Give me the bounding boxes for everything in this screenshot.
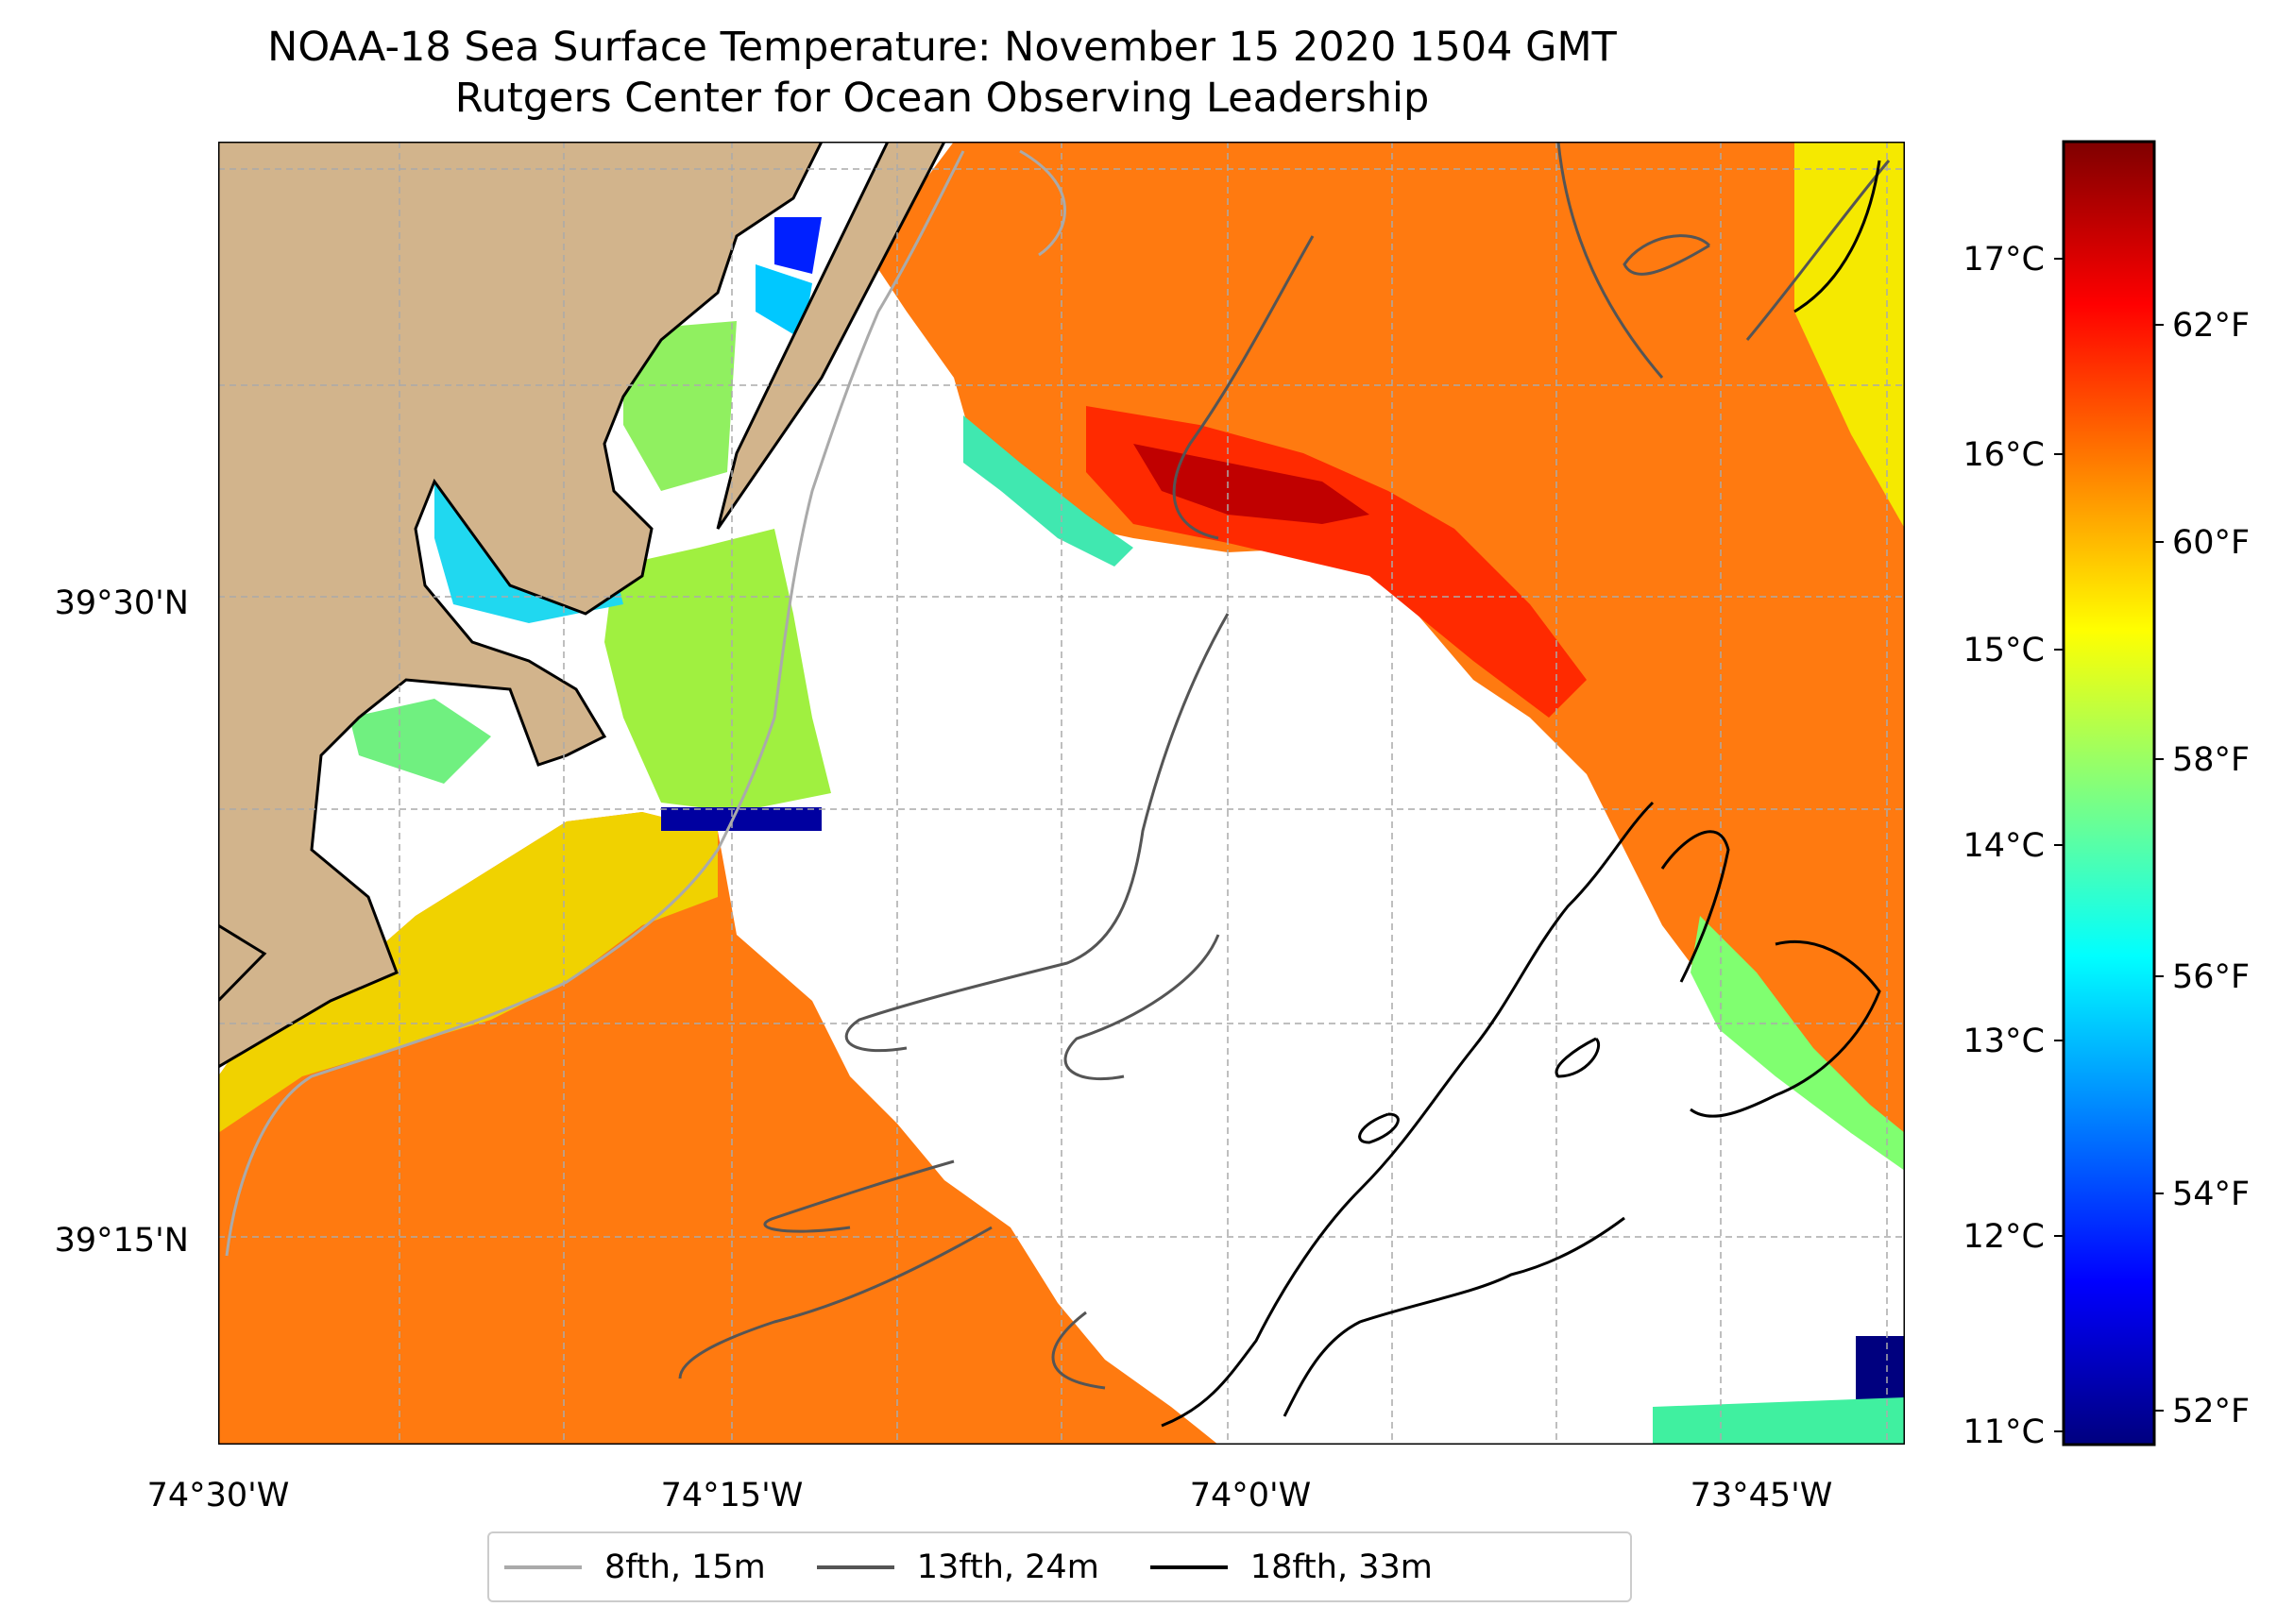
sst-cool-front — [963, 415, 1133, 567]
sst-dark-red-core — [1133, 444, 1369, 524]
lon-tick-label: 73°45'W — [1691, 1477, 1833, 1514]
legend-swatch-13fth — [816, 1565, 894, 1569]
lat-tick-label: 39°30'N — [55, 584, 189, 622]
sst-green-north-inlet — [623, 321, 737, 491]
celsius-tick-label: 16°C — [1963, 436, 2045, 474]
map-subtitle: Rutgers Center for Ocean Observing Leade… — [454, 75, 1430, 122]
celsius-tick-label: 12°C — [1963, 1218, 2045, 1256]
sst-yellow-southwest — [218, 812, 718, 1133]
contour-18fth — [1161, 160, 1881, 1428]
map-title: NOAA-18 Sea Surface Temperature: Novembe… — [267, 24, 1617, 71]
fahrenheit-tick-label: 56°F — [2172, 958, 2250, 996]
land-sliver — [218, 923, 267, 1004]
lon-tick-label: 74°30'W — [147, 1477, 290, 1514]
celsius-tick-label: 14°C — [1963, 827, 2045, 865]
colorbar: 11°C 12°C 13°C 14°C 15°C 16°C 17°C 52°F … — [1963, 140, 2250, 1451]
lon-tick-label: 74°0'W — [1190, 1477, 1312, 1514]
colorbar-gradient — [2062, 140, 2156, 1446]
colorbar-celsius-ticks: 11°C 12°C 13°C 14°C 15°C 16°C 17°C — [1963, 241, 2064, 1451]
fahrenheit-tick-label: 62°F — [2172, 307, 2250, 345]
legend-item-8fth: 8fth, 15m — [504, 1548, 766, 1586]
legend-item-13fth: 13fth, 24m — [816, 1548, 1099, 1586]
legend-label: 18fth, 33m — [1249, 1548, 1433, 1586]
celsius-tick-label: 13°C — [1963, 1023, 2045, 1060]
sst-cyan-north-inlet — [756, 264, 812, 340]
lon-tick-labels: 74°30'W 74°15'W 74°0'W 73°45'W — [147, 1477, 1833, 1514]
sst-cool-southeast — [1691, 916, 1905, 1171]
contour-legend: 8fth, 15m 13fth, 24m 18fth, 33m — [487, 1531, 1632, 1602]
fahrenheit-tick-label: 60°F — [2172, 524, 2250, 562]
land-mainland — [218, 142, 824, 1069]
legend-label: 8fth, 15m — [604, 1548, 766, 1586]
fahrenheit-tick-label: 52°F — [2172, 1393, 2250, 1430]
contour-8fth — [225, 149, 1066, 1257]
sst-green-north-shelf — [604, 529, 831, 812]
legend-label: 13fth, 24m — [916, 1548, 1099, 1586]
sst-yellow-east-edge — [1794, 142, 1905, 529]
land — [218, 142, 946, 1069]
sst-cool-south-corner — [1653, 1397, 1905, 1445]
fahrenheit-tick-label: 54°F — [2172, 1176, 2250, 1213]
celsius-tick-label: 11°C — [1963, 1413, 2045, 1451]
lat-tick-labels: 39°30'N 39°15'N — [55, 584, 189, 1260]
celsius-tick-label: 17°C — [1963, 241, 2045, 279]
legend-item-18fth: 18fth, 33m — [1149, 1548, 1433, 1586]
lon-tick-label: 74°15'W — [661, 1477, 804, 1514]
sst-dark-blue-strip — [661, 807, 822, 831]
contour-13fth — [678, 142, 1891, 1390]
colorbar-fahrenheit-ticks: 52°F 54°F 56°F 58°F 60°F 62°F — [2154, 307, 2250, 1430]
celsius-tick-label: 15°C — [1963, 632, 2045, 669]
map-panel — [218, 142, 1905, 1445]
sst-warm-northeast — [869, 142, 1905, 1161]
sst-blue-patch — [774, 217, 822, 274]
sst-field — [218, 142, 1905, 1445]
sst-green-inlet — [349, 699, 491, 784]
lat-tick-label: 39°15'N — [55, 1222, 189, 1260]
legend-swatch-8fth — [504, 1565, 582, 1569]
land-barrier-island — [716, 142, 946, 530]
legend-swatch-18fth — [1149, 1565, 1228, 1569]
gridlines — [218, 142, 1905, 1445]
fahrenheit-tick-label: 58°F — [2172, 741, 2250, 779]
